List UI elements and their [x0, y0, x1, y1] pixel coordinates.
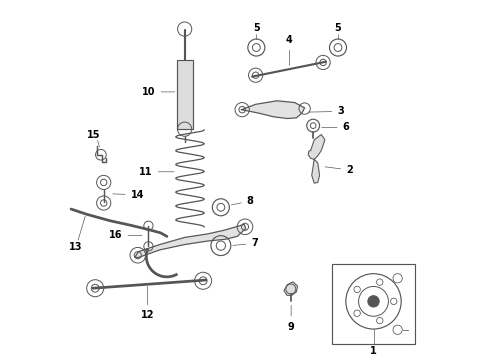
Text: 13: 13	[69, 242, 82, 252]
Polygon shape	[312, 159, 319, 183]
Text: 10: 10	[142, 87, 175, 97]
Polygon shape	[308, 135, 325, 159]
Text: 5: 5	[335, 23, 342, 33]
Polygon shape	[242, 101, 305, 118]
Text: 3: 3	[308, 107, 344, 116]
Text: 14: 14	[113, 190, 144, 200]
Text: 6: 6	[321, 122, 349, 132]
Text: 2: 2	[325, 165, 353, 175]
Bar	[332, 264, 416, 344]
Text: 7: 7	[233, 238, 258, 248]
Text: 4: 4	[286, 35, 293, 66]
Text: 8: 8	[231, 196, 254, 206]
Text: 11: 11	[139, 167, 174, 177]
Text: 15: 15	[87, 130, 101, 140]
Text: 9: 9	[288, 305, 294, 332]
Polygon shape	[135, 224, 245, 258]
Text: 16: 16	[109, 230, 142, 240]
Polygon shape	[284, 282, 297, 295]
Text: 12: 12	[141, 287, 154, 320]
Text: 5: 5	[253, 23, 260, 33]
Text: 1: 1	[370, 346, 377, 356]
Circle shape	[368, 296, 379, 307]
Bar	[177, 60, 193, 129]
